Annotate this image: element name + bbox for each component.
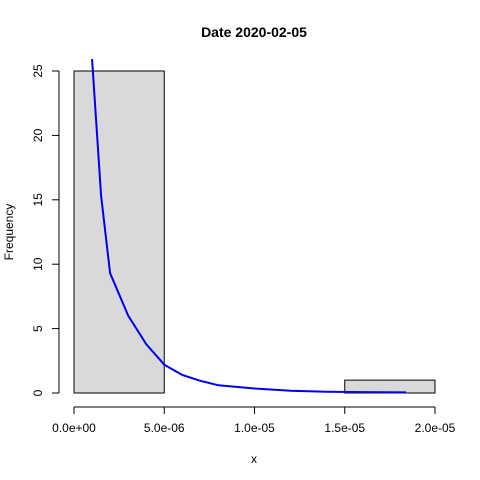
x-axis-label: x: [251, 452, 257, 466]
y-tick-label: 0: [31, 389, 45, 396]
y-axis-label: Frequency: [2, 204, 16, 261]
chart-title: Date 2020-02-05: [201, 24, 307, 40]
x-tick-label: 5.0e-06: [144, 421, 185, 435]
axes: 0.0e+00 5.0e-06 1.0e-05 1.5e-05 2.0e-05 0 5 10 1…: [31, 64, 456, 435]
histogram-bars: [73, 70, 436, 394]
y-tick-label: 25: [31, 64, 45, 78]
x-tick-label: 0.0e+00: [52, 421, 96, 435]
y-tick-label: 15: [31, 193, 45, 207]
x-tick-label: 1.5e-05: [324, 421, 365, 435]
density-curve-layer: [91, 59, 407, 394]
y-tick-label: 5: [31, 325, 45, 332]
histogram-bar-0: [73, 70, 165, 394]
y-tick-label: 10: [31, 257, 45, 271]
x-tick-label: 1.0e-05: [234, 421, 275, 435]
x-tick-label: 2.0e-05: [415, 421, 456, 435]
density-curve: [91, 59, 407, 394]
y-tick-label: 20: [31, 128, 45, 142]
